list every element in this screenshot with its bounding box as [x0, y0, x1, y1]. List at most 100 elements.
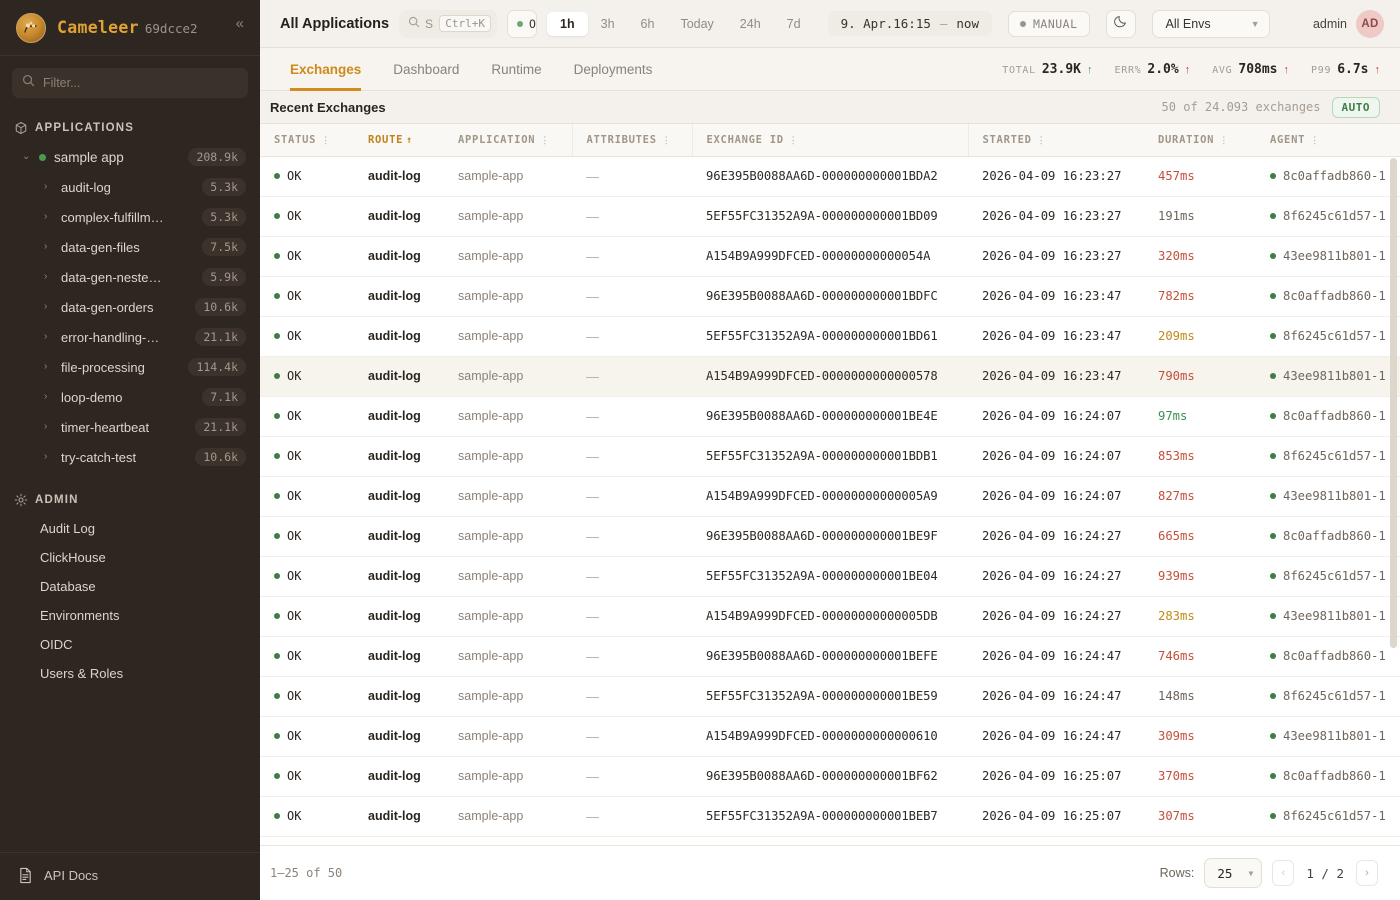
refresh-mode-button[interactable]: MANUAL — [1007, 10, 1090, 37]
cell-exchange-id: 5EF55FC31352A9A-000000000001BEB7 — [706, 809, 938, 823]
table-row[interactable]: OK audit-log sample-app — A154B9A999DFCED-00… — [260, 236, 1400, 276]
connection-status-pill[interactable]: O — [507, 9, 538, 38]
table-row[interactable]: OK audit-log sample-app — 5EF55FC31352A9A-00… — [260, 676, 1400, 716]
sidebar-route-label: file-processing — [61, 359, 145, 375]
auto-refresh-badge[interactable]: AUTO — [1331, 96, 1380, 118]
column-resize-handle[interactable]: ⋮ — [1219, 135, 1229, 146]
prev-page-button[interactable]: ‹ — [1272, 860, 1295, 886]
table-row[interactable]: OK audit-log sample-app — A154B9A999DFCED-00… — [260, 356, 1400, 396]
search-icon — [408, 15, 420, 33]
table-row[interactable]: OK audit-log sample-app — 96E395B0088AA6D-00… — [260, 636, 1400, 676]
table-row[interactable]: OK audit-log sample-app — 5EF55FC31352A9A-00… — [260, 316, 1400, 356]
tab-dashboard[interactable]: Dashboard — [393, 61, 460, 77]
metric-p99: P99 6.7s ↑ — [1311, 62, 1380, 77]
col-status[interactable]: STATUS ⋮ — [260, 124, 354, 157]
cell-agent: 43ee9811b801-1 — [1256, 716, 1400, 756]
cell-status: OK — [260, 756, 354, 796]
agent-label: 8c0affadb860-1 — [1283, 529, 1386, 543]
table-row[interactable]: OK audit-log sample-app — A154B9A999DFCED-00… — [260, 596, 1400, 636]
col-agent[interactable]: AGENT ⋮ — [1256, 124, 1400, 157]
table-row[interactable]: OK audit-log sample-app — 96E395B0088AA6D-00… — [260, 276, 1400, 316]
col-exchange-id[interactable]: EXCHANGE ID ⋮ — [691, 124, 968, 157]
sidebar-item-oidc[interactable]: OIDC — [40, 637, 73, 652]
sidebar-item-api-docs[interactable]: API Docs — [0, 852, 260, 900]
cell-started: 2026-04-09 16:23:27 — [982, 249, 1122, 263]
col-route[interactable]: ROUTE ↑ — [354, 124, 444, 157]
sidebar-route-item[interactable]: › timer-heartbeat 21.1k — [0, 412, 260, 442]
agent-status-dot — [1270, 493, 1276, 499]
column-resize-handle[interactable]: ⋮ — [1310, 135, 1320, 146]
agent-status-dot — [1270, 733, 1276, 739]
sidebar-filter-input[interactable] — [43, 76, 238, 90]
table-row[interactable]: OK audit-log sample-app — 5EF55FC31352A9A-00… — [260, 556, 1400, 596]
table-row[interactable]: OK audit-log sample-app — 5EF55FC31352A9A-00… — [260, 436, 1400, 476]
sidebar-route-item[interactable]: › error-handling-… 21.1k — [0, 322, 260, 352]
global-search[interactable]: S… Ctrl+K — [399, 9, 498, 38]
column-resize-handle[interactable]: ⋮ — [540, 135, 550, 146]
table-row[interactable]: OK audit-log sample-app — 96E395B0088AA6D-00… — [260, 516, 1400, 556]
sidebar-filter[interactable] — [12, 68, 248, 98]
absolute-range-picker[interactable]: 9. Apr.16:15 — now — [827, 11, 992, 36]
agent-label: 43ee9811b801-1 — [1283, 249, 1386, 263]
sidebar-item-audit-log[interactable]: Audit Log — [40, 521, 95, 536]
sidebar-route-item[interactable]: › try-catch-test 10.6k — [0, 442, 260, 472]
range-button-6h[interactable]: 6h — [640, 16, 655, 31]
avatar[interactable]: AD — [1356, 9, 1384, 38]
table-row[interactable]: OK audit-log sample-app — 96E395B0088AA6D-00… — [260, 156, 1400, 196]
chevron-right-icon: › — [44, 331, 48, 342]
agent-status-dot — [1270, 653, 1276, 659]
collapse-sidebar-icon[interactable]: « — [235, 15, 244, 32]
col-application[interactable]: APPLICATION ⋮ — [444, 124, 572, 157]
sidebar-route-item[interactable]: › file-processing 114.4k — [0, 352, 260, 382]
sidebar-item-database[interactable]: Database — [40, 579, 96, 594]
range-button-today[interactable]: Today — [680, 16, 714, 31]
table-row[interactable]: OK audit-log sample-app — 96E395B0088AA6D-00… — [260, 756, 1400, 796]
range-button-1h[interactable]: 1h — [547, 11, 588, 36]
table-scrollbar-thumb[interactable] — [1390, 158, 1397, 648]
tab-deployments[interactable]: Deployments — [573, 61, 653, 77]
environment-select[interactable]: All Envs ▼ — [1151, 9, 1270, 38]
table-row[interactable]: OK audit-log sample-app — 96E395B0088AA6D-00… — [260, 396, 1400, 436]
sidebar-route-item[interactable]: › data-gen-orders 10.6k — [0, 292, 260, 322]
table-row[interactable]: OK audit-log sample-app — A154B9A999DFCED-00… — [260, 476, 1400, 516]
column-resize-handle[interactable]: ⋮ — [661, 135, 672, 146]
sidebar-route-item[interactable]: › data-gen-files 7.5k — [0, 232, 260, 262]
sidebar-route-item[interactable]: › data-gen-neste… 5.9k — [0, 262, 260, 292]
range-button-7d[interactable]: 7d — [786, 16, 801, 31]
sidebar-route-item[interactable]: › audit-log 5.3k — [0, 172, 260, 202]
sidebar-item-clickhouse[interactable]: ClickHouse — [40, 550, 106, 565]
chevron-down-icon: ▼ — [1248, 868, 1254, 878]
col-duration[interactable]: DURATION ⋮ — [1144, 124, 1256, 157]
column-resize-handle[interactable]: ⋮ — [1036, 135, 1047, 146]
col-attributes[interactable]: ATTRIBUTES ⋮ — [571, 124, 692, 157]
cell-application: sample-app — [458, 289, 524, 303]
cell-started: 2026-04-09 16:24:47 — [982, 649, 1122, 663]
sidebar-route-item[interactable]: › complex-fulfillm… 5.3k — [0, 202, 260, 232]
tab-exchanges[interactable]: Exchanges — [290, 48, 377, 91]
column-resize-handle[interactable]: ⋮ — [321, 135, 331, 146]
sidebar-route-item[interactable]: › loop-demo 7.1k — [0, 382, 260, 412]
col-started[interactable]: STARTED ⋮ — [967, 124, 1144, 157]
theme-toggle-button[interactable] — [1105, 9, 1136, 38]
agent-label: 8c0affadb860-1 — [1283, 409, 1386, 423]
tab-runtime[interactable]: Runtime — [491, 61, 542, 77]
sidebar-item-environments[interactable]: Environments — [40, 608, 120, 623]
cell-application: sample-app — [458, 209, 524, 223]
time-range-group: 1h 3h 6h Today 24h 7d — [547, 11, 814, 36]
agent-label: 8c0affadb860-1 — [1283, 769, 1386, 783]
column-resize-handle[interactable]: ⋮ — [788, 135, 799, 146]
sidebar-app-sample-app[interactable]: ⌄ sample app 208.9k — [0, 142, 260, 172]
cell-started: 2026-04-09 16:24:07 — [982, 449, 1122, 463]
table-body: OK audit-log sample-app — 96E395B0088AA6D-00… — [260, 156, 1400, 836]
table-row[interactable]: OK audit-log sample-app — 5EF55FC31352A9A-00… — [260, 196, 1400, 236]
sidebar-item-users-roles[interactable]: Users & Roles — [40, 666, 124, 681]
table-row[interactable]: OK audit-log sample-app — A154B9A999DFCED-00… — [260, 716, 1400, 756]
table-scrollbar[interactable] — [1390, 158, 1397, 788]
main-area: All Applications S… Ctrl+K O 1h 3h 6h To… — [260, 0, 1400, 900]
range-button-24h[interactable]: 24h — [739, 16, 761, 31]
next-page-button[interactable]: › — [1356, 860, 1378, 886]
cell-agent: 8c0affadb860-1 — [1256, 276, 1400, 316]
table-row[interactable]: OK audit-log sample-app — 5EF55FC31352A9A-00… — [260, 796, 1400, 836]
rows-per-page-select[interactable]: 25 ▼ — [1204, 858, 1263, 888]
range-button-3h[interactable]: 3h — [600, 16, 615, 31]
